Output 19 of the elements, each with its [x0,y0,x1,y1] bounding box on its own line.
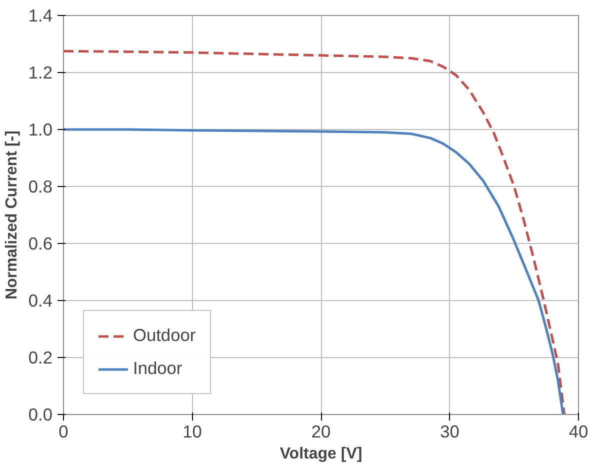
y-tick-label: 1.0 [28,120,53,140]
y-tick-label: 0.0 [28,404,53,424]
x-tick-label: 20 [311,422,331,442]
y-tick-label: 0.4 [28,290,53,310]
x-tick-label: 10 [182,422,202,442]
legend-label: Outdoor [133,325,196,346]
x-tick-label: 0 [58,422,68,442]
y-tick-label: 1.4 [28,6,53,26]
line-series [64,50,566,414]
x-axis-title: Voltage [V] [280,446,362,462]
y-tick-label: 1.2 [28,62,53,82]
x-tick-label: 40 [568,422,588,442]
y-axis-title: Normalized Current [-] [3,130,20,300]
y-tick-label: 0.2 [28,348,53,368]
legend-label: Indoor [133,358,182,379]
y-tick-label: 0.8 [28,176,53,196]
line-series [64,128,564,414]
x-tick-label: 30 [440,422,460,442]
y-tick-label: 0.6 [28,234,53,254]
